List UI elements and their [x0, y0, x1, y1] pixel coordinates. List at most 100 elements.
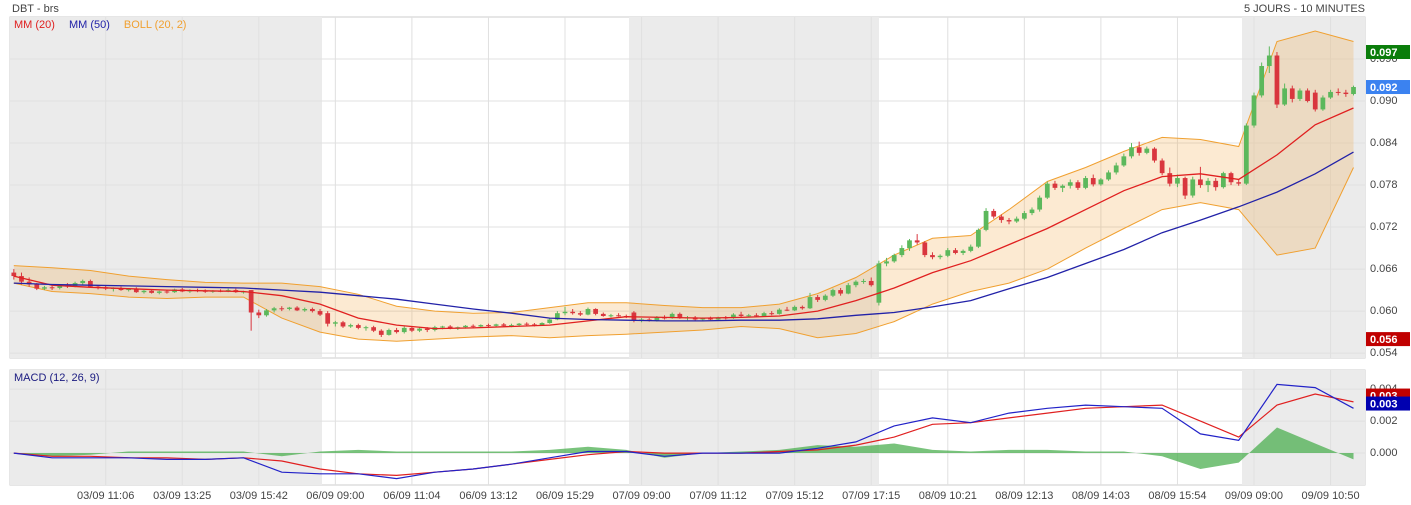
session-shade: [10, 17, 322, 358]
x-tick-label: 07/09 15:12: [766, 490, 824, 502]
candle-body: [616, 315, 621, 317]
x-tick-label: 08/09 10:21: [919, 490, 977, 502]
x-tick-label: 09/09 09:00: [1225, 490, 1283, 502]
candle-body: [830, 290, 836, 296]
candle-body: [1037, 197, 1043, 210]
candle-body: [1236, 182, 1242, 184]
chart-subtitle: 5 JOURS - 10 MINUTES: [1244, 3, 1365, 15]
candle-body: [133, 288, 139, 293]
candle-body: [141, 290, 147, 293]
candle-body: [577, 313, 583, 315]
candle-body: [509, 325, 514, 327]
candle-body: [271, 308, 277, 311]
x-tick-label: 06/09 11:04: [383, 490, 440, 502]
y-tick-label: 0.054: [1370, 347, 1398, 359]
candle-body: [1067, 182, 1073, 186]
price-tag: [1366, 80, 1410, 95]
candle-body: [968, 246, 974, 251]
candle-body: [838, 290, 843, 294]
candle-body: [1121, 156, 1127, 166]
candle-body: [746, 315, 752, 317]
candle-body: [1297, 90, 1303, 99]
candle-body: [409, 327, 415, 331]
y-tick-label: 0.060: [1370, 305, 1398, 317]
candle-body: [371, 327, 377, 331]
candle-body: [585, 308, 591, 315]
x-tick-label: 06/09 15:29: [536, 490, 594, 502]
x-tick-label: 06/09 13:12: [459, 490, 517, 502]
y-tick-label: 0.072: [1370, 221, 1398, 233]
candle-body: [1213, 180, 1219, 188]
plot-layer: 0.0540.0600.0660.0720.0780.0840.0900.096…: [10, 17, 1398, 502]
candle-body: [279, 308, 285, 310]
candle-body: [1282, 88, 1287, 105]
macd-title: MACD (12, 26, 9): [14, 372, 100, 384]
candle-body: [493, 324, 499, 326]
candle-body: [1243, 125, 1249, 184]
candle-body: [953, 250, 958, 253]
candle-body: [57, 285, 63, 288]
candle-body: [1182, 178, 1188, 196]
candle-body: [1198, 179, 1203, 186]
candle-body: [310, 308, 315, 312]
candle-body: [853, 281, 859, 286]
candle-body: [554, 313, 560, 320]
chart-title: DBT - brs: [12, 3, 59, 15]
candle-body: [914, 240, 920, 243]
candle-body: [1175, 178, 1180, 184]
candle-body: [669, 313, 675, 319]
candle-body: [998, 216, 1004, 221]
candle-body: [1190, 179, 1196, 196]
candle-body: [532, 324, 537, 326]
candle-body: [516, 323, 522, 326]
candle-body: [922, 242, 928, 256]
candle-body: [1305, 90, 1310, 102]
x-tick-label: 06/09 09:00: [306, 490, 364, 502]
price-tag-label: 0.092: [1370, 82, 1398, 94]
candle-body: [539, 322, 545, 326]
candle-body: [348, 325, 354, 327]
candle-body: [1144, 148, 1150, 153]
candle-body: [754, 315, 759, 317]
moving-average: [13, 107, 1354, 330]
x-tick-label: 08/09 12:13: [995, 490, 1053, 502]
x-tick-label: 07/09 17:15: [842, 490, 900, 502]
candle-body: [991, 210, 997, 217]
candle-body: [1266, 55, 1272, 67]
candle-body: [256, 312, 262, 316]
x-tick-label: 07/09 11:12: [689, 490, 746, 502]
candle-body: [945, 250, 951, 256]
candle-body: [524, 323, 530, 325]
candle-body: [899, 248, 905, 256]
candle-body: [394, 329, 399, 333]
legend-entry: MM (50): [69, 19, 110, 31]
session-shade: [1242, 370, 1365, 485]
candle-body: [608, 315, 614, 317]
candle-body: [1259, 66, 1265, 96]
candle-body: [463, 325, 468, 328]
macd-line: [13, 383, 1354, 480]
candle-body: [738, 314, 744, 316]
legend-entry: MM (20): [14, 19, 55, 31]
candle-body: [11, 272, 17, 277]
price-tag: [1366, 45, 1410, 60]
candle-body: [1029, 209, 1035, 214]
x-tick-label: 09/09 10:50: [1301, 490, 1359, 502]
candle-body: [49, 287, 55, 289]
candle-body: [815, 297, 821, 300]
candle-body: [1014, 218, 1020, 222]
candle-body: [332, 322, 338, 324]
candle-body: [325, 313, 331, 324]
candle-body: [1006, 220, 1012, 222]
candle-body: [799, 306, 805, 309]
candle-body: [248, 290, 254, 313]
candle-body: [363, 327, 369, 329]
candle-body: [845, 285, 851, 294]
candle-body: [1044, 183, 1050, 198]
x-tick-label: 03/09 13:25: [153, 490, 211, 502]
candle-body: [156, 291, 162, 293]
candle-body: [1251, 95, 1257, 126]
candle-body: [1289, 88, 1295, 99]
candle-body: [937, 255, 943, 258]
